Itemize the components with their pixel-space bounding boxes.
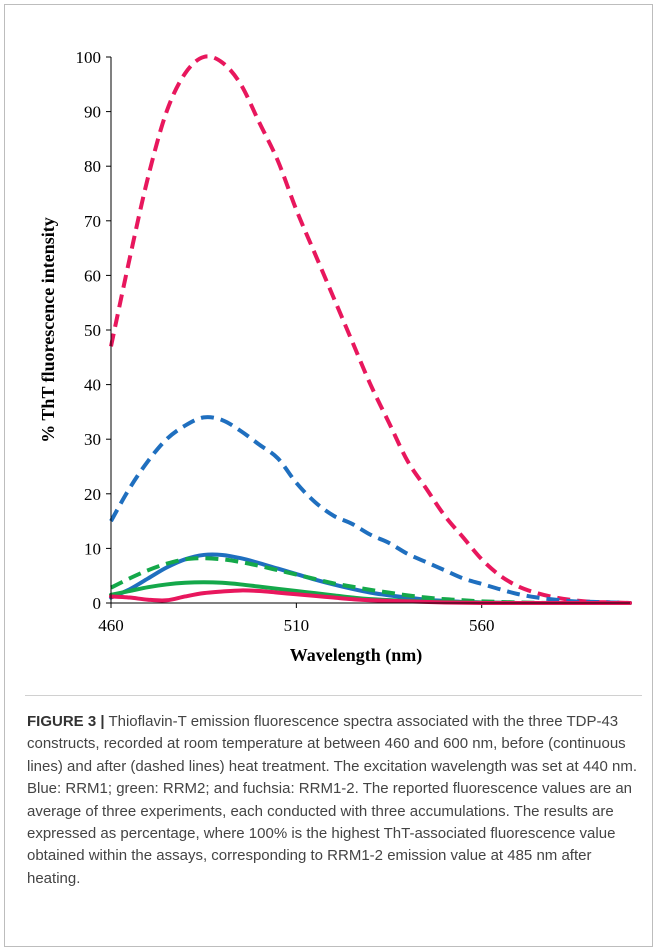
y-tick-label: 20 [84,485,101,504]
y-tick-label: 60 [84,266,101,285]
y-tick-label: 80 [84,157,101,176]
y-axis-ticks: 0 10 20 30 40 50 60 70 80 90 100 [76,48,111,613]
x-tick-label: 510 [284,616,310,635]
x-axis-ticks: 460 510 560 [98,603,494,635]
y-tick-label: 70 [84,212,101,231]
y-axis-title: % ThT fluorescence intensity [38,217,58,443]
y-tick-label: 100 [76,48,102,67]
y-tick-label: 40 [84,376,101,395]
series-line-dashed-0 [109,54,631,605]
caption-text: Thioflavin-T emission fluorescence spect… [27,713,638,887]
series-layer [109,54,632,606]
y-tick-label: 30 [84,430,101,449]
caption-divider [25,695,642,696]
y-tick-label: 0 [93,594,102,613]
x-tick-label: 560 [469,616,495,635]
figure-caption: FIGURE 3 | Thioflavin-T emission fluores… [27,711,642,890]
x-tick-label: 460 [98,616,124,635]
x-axis-title: Wavelength (nm) [290,645,423,666]
figure-frame: 0 10 20 30 40 50 60 70 80 90 100 460 510 560 % ThT f… [4,4,653,947]
y-tick-label: 50 [84,321,101,340]
series-line-dashed-1 [109,415,631,605]
caption-label: FIGURE 3 | [27,713,105,730]
y-tick-label: 10 [84,539,101,558]
chart: 0 10 20 30 40 50 60 70 80 90 100 460 510 560 % ThT f… [38,48,632,666]
y-tick-label: 90 [84,103,101,122]
